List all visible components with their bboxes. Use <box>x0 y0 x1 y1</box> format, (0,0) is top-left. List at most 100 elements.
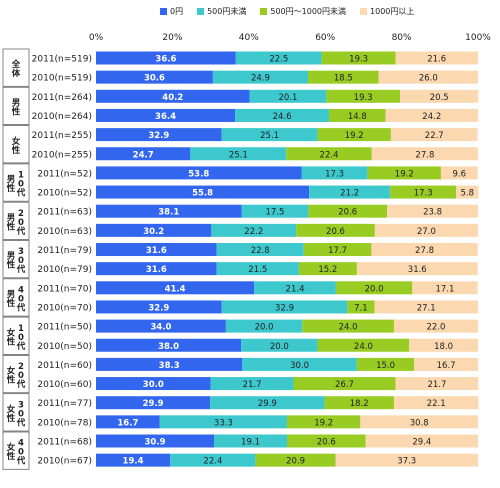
group-label-char: 代 <box>16 417 26 428</box>
bar-segment-0 <box>96 300 222 314</box>
data-label: 38.1 <box>158 208 179 218</box>
group-label-char: 0 <box>18 409 24 419</box>
data-label: 20.0 <box>365 284 384 294</box>
group-label-char: 性 <box>7 183 16 194</box>
bar-segment-3 <box>414 357 478 371</box>
legend-label-2: 500円～1000円未満 <box>270 6 347 16</box>
data-label: 17.3 <box>414 189 433 199</box>
data-label: 22.5 <box>269 55 288 65</box>
bar-segment-2 <box>356 357 415 371</box>
group-label-char: 性 <box>7 451 16 462</box>
data-label: 18.0 <box>434 342 453 352</box>
legend-label-0: 0円 <box>170 6 184 16</box>
group-label-char: 0 <box>18 333 24 343</box>
bar-segment-1 <box>241 338 318 352</box>
bar-segment-3 <box>409 338 478 352</box>
data-label: 20.1 <box>278 93 297 103</box>
row-label: 2010(n=264) <box>32 112 92 122</box>
row-label: 2011(n=68) <box>37 438 92 448</box>
group-label-char: 4 <box>18 285 24 295</box>
bar-segment-0 <box>96 396 211 410</box>
data-label: 30.2 <box>143 227 164 237</box>
bar-segment-3 <box>387 204 478 218</box>
bar-segment-0 <box>96 453 171 467</box>
row-label: 2010(n=63) <box>37 227 92 237</box>
data-label: 31.6 <box>408 265 427 275</box>
data-label: 7.1 <box>354 303 368 313</box>
group-label-box <box>2 125 30 164</box>
data-label: 27.8 <box>415 246 434 256</box>
row-label: 2011(n=52) <box>37 169 92 179</box>
bar-segment-1 <box>221 300 348 314</box>
group-label-char: 性 <box>12 145 21 156</box>
group-label-char: 女 <box>7 404 16 415</box>
legend-label-1: 500円未満 <box>207 6 247 16</box>
data-label: 37.3 <box>397 457 416 467</box>
data-label: 30.9 <box>145 438 166 448</box>
row-label: 2011(n=63) <box>37 208 92 218</box>
data-label: 30.6 <box>144 74 165 84</box>
data-label: 20.9 <box>286 457 305 467</box>
x-tick-label: 20% <box>162 33 182 43</box>
group-label-char: 体 <box>12 68 21 79</box>
bar-segment-1 <box>159 415 287 429</box>
bar-segment-2 <box>347 300 375 314</box>
bar-segment-2 <box>329 108 386 122</box>
data-label: 29.4 <box>412 438 431 448</box>
bar-segment-1 <box>235 108 330 122</box>
data-label: 21.5 <box>248 265 267 275</box>
row-label: 2010(n=67) <box>37 457 92 467</box>
bar-segment-2 <box>302 319 394 333</box>
group-label-char: 性 <box>7 298 16 309</box>
group-label-box <box>2 240 30 279</box>
data-label: 19.4 <box>123 457 144 467</box>
bar-segment-0 <box>96 223 212 237</box>
data-label: 24.9 <box>251 74 270 84</box>
group-label-char: 男 <box>7 175 16 185</box>
data-label: 19.1 <box>241 438 260 448</box>
x-tick-label: 100% <box>465 33 491 43</box>
bar-segment-2 <box>298 262 357 276</box>
group-label-char: 性 <box>7 260 16 271</box>
data-label: 21.6 <box>427 55 446 65</box>
bar-segment-1 <box>216 243 304 256</box>
group-label-char: 代 <box>16 456 26 467</box>
data-label: 27.8 <box>415 150 434 160</box>
row-label: 2011(n=70) <box>37 284 92 294</box>
data-label: 34.0 <box>150 323 171 333</box>
bar-segment-2 <box>296 223 375 237</box>
data-label: 19.2 <box>314 418 333 428</box>
legend-swatch-0 <box>160 7 167 15</box>
data-label: 36.6 <box>155 55 176 65</box>
data-label: 17.3 <box>325 169 344 179</box>
group-label-char: 2 <box>18 209 24 219</box>
group-label-char: 全 <box>11 59 21 70</box>
data-label: 24.6 <box>273 112 292 122</box>
bar-segment-1 <box>309 185 391 199</box>
bar-segment-3 <box>395 51 478 65</box>
bar-segment-1 <box>210 377 294 391</box>
row-label: 2010(n=255) <box>32 150 92 160</box>
data-label: 41.4 <box>165 284 186 294</box>
bar-segment-0 <box>96 128 222 142</box>
data-label: 36.4 <box>155 112 176 122</box>
group-label-char: 3 <box>18 400 24 410</box>
data-label: 24.2 <box>422 112 441 122</box>
bar-segment-2 <box>287 434 366 448</box>
bar-segment-1 <box>170 453 256 467</box>
bar-segment-1 <box>216 262 299 276</box>
data-label: 30.0 <box>290 361 309 371</box>
data-label: 31.6 <box>146 265 167 275</box>
data-label: 16.7 <box>437 361 456 371</box>
bar-segment-0 <box>96 166 302 180</box>
bar-segment-0 <box>96 377 211 391</box>
group-label-char: 女 <box>7 327 16 338</box>
legend-label-3: 1000円以上 <box>370 6 415 16</box>
data-label: 31.6 <box>146 246 167 256</box>
data-label: 25.1 <box>229 150 248 160</box>
bar-segment-3 <box>456 185 479 199</box>
data-label: 25.1 <box>260 131 279 141</box>
data-label: 29.9 <box>143 399 164 409</box>
bar-segment-0 <box>96 415 160 429</box>
